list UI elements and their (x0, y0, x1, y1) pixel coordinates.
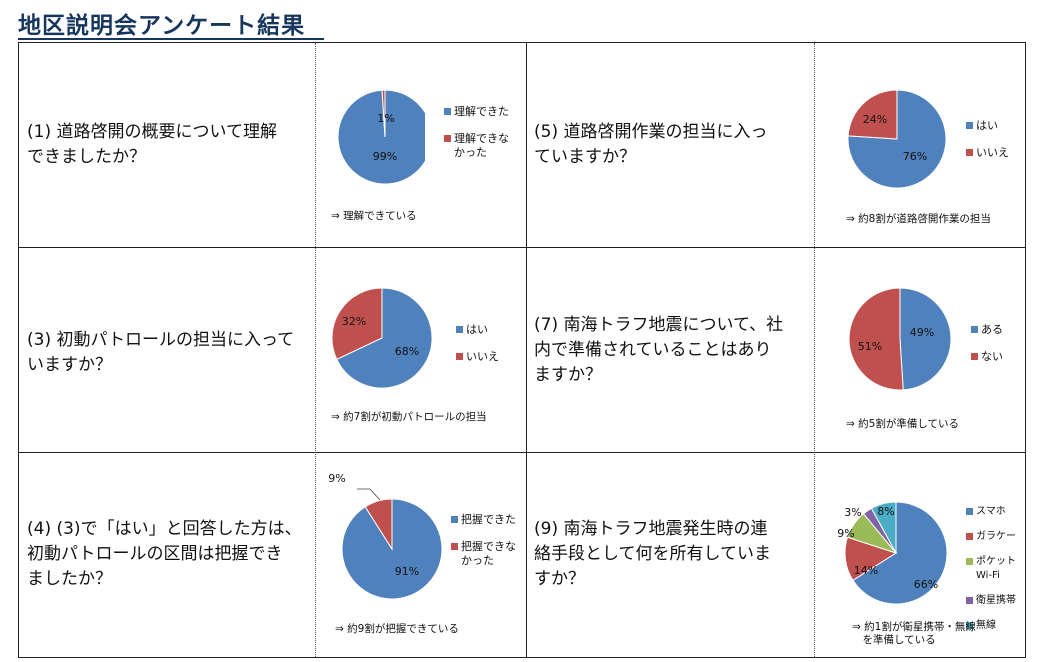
legend-5: はいいいえ (966, 119, 1009, 173)
legend-swatch (966, 122, 973, 129)
pie-chart-9: 66% 14% 9% 3% 8% (816, 483, 956, 613)
data-label: 1% (377, 112, 394, 125)
data-label: 3% (844, 506, 861, 519)
legend-swatch (971, 326, 978, 333)
legend-swatch (451, 543, 458, 550)
legend-label: 把握できな かった (461, 540, 516, 568)
conclusion-note-4: ⇒ 約9割が把握できている (335, 621, 459, 636)
legend-label: はい (466, 323, 488, 337)
data-label: 14% (854, 564, 878, 577)
legend-swatch (451, 516, 458, 523)
data-label: 68% (395, 345, 419, 358)
legend-item: ない (971, 350, 1003, 364)
legend-label: いいえ (976, 146, 1009, 160)
leader-line (357, 489, 380, 500)
question-text-3: (3) 初動パトロールの担当に入って いますか？ (27, 328, 312, 378)
legend-item: 把握できた (451, 513, 516, 527)
legend-label: 理解できな かった (454, 132, 509, 160)
legend-label: いいえ (466, 350, 499, 364)
legend-item: 衛星携帯 (966, 594, 1025, 608)
pie-chart-3: 68% 32% (325, 282, 437, 394)
legend-item: ある (971, 323, 1003, 337)
question-text-1: (1) 道路啓開の概要について理解 できましたか？ (27, 120, 312, 170)
legend-swatch (971, 353, 978, 360)
data-label: 9% (328, 472, 345, 485)
legend-item: はい (456, 323, 499, 337)
pie-chart-1: 99% 1% (335, 83, 425, 193)
data-label: 9% (837, 527, 854, 540)
legend-item: ガラケー (966, 530, 1025, 544)
conclusion-note-1: ⇒ 理解できている (331, 208, 417, 223)
legend-item: いいえ (456, 350, 499, 364)
conclusion-note-7: ⇒ 約5割が準備している (846, 416, 959, 431)
data-label: 91% (395, 565, 419, 578)
legend-label: スマホ (976, 505, 1006, 519)
pie-slice (338, 90, 425, 184)
legend-3: はいいいえ (456, 323, 499, 377)
legend-swatch (966, 597, 973, 604)
title-underline (18, 38, 324, 40)
pie-slice (849, 288, 903, 390)
legend-swatch (444, 108, 451, 115)
question-text-5: (5) 道路啓開作業の担当に入っ ていますか？ (534, 120, 819, 170)
data-label: 49% (910, 326, 934, 339)
conclusion-note-3: ⇒ 約7割が初動パトロールの担当 (331, 409, 487, 424)
legend-swatch (456, 326, 463, 333)
question-cell-9: (9) 南海トラフ地震発生時の連 絡手段として何を所有していま すか？ 66% 1… (526, 453, 1025, 657)
legend-item: ポケットWi-Fi (966, 555, 1025, 583)
legend-swatch (966, 149, 973, 156)
legend-item: はい (966, 119, 1009, 133)
pie-chart-4: 91% 9% (325, 471, 445, 603)
question-cell-5: (5) 道路啓開作業の担当に入っ ていますか？ 76% 24% はいいいえ ⇒ 約… (526, 43, 1025, 247)
data-label: 99% (373, 150, 397, 163)
legend-label: 衛星携帯 (976, 594, 1016, 608)
question-text-4: (4) (3)で「はい」と回答した方は、 初動パトロールの区間は把握でき ました… (27, 517, 312, 592)
legend-label: ある (981, 323, 1003, 337)
legend-swatch (456, 353, 463, 360)
data-label: 32% (342, 315, 366, 328)
data-label: 24% (863, 113, 887, 126)
data-label: 8% (877, 505, 894, 518)
question-cell-7: (7) 南海トラフ地震について、社 内で準備されていることはあり ますか？ 49… (526, 248, 1025, 452)
legend-label: はい (976, 119, 998, 133)
legend-item: 理解できた (444, 105, 509, 119)
conclusion-note-5: ⇒ 約8割が道路啓開作業の担当 (846, 211, 991, 226)
data-label: 51% (858, 340, 882, 353)
legend-label: 理解できた (454, 105, 509, 119)
pie-chart-5: 76% 24% (842, 83, 952, 199)
legend-item: 把握できな かった (451, 540, 516, 568)
page-title: 地区説明会アンケート結果 (18, 6, 305, 40)
legend-4: 把握できた把握できな かった (451, 513, 516, 581)
legend-label: ない (981, 350, 1003, 364)
data-label: 66% (914, 578, 938, 591)
question-cell-4: (4) (3)で「はい」と回答した方は、 初動パトロールの区間は把握でき ました… (19, 453, 526, 657)
legend-1: 理解できた理解できな かった (444, 105, 509, 173)
pie-chart-7: 49% 51% (844, 284, 956, 394)
legend-item: スマホ (966, 505, 1025, 519)
legend-item: 理解できな かった (444, 132, 509, 160)
survey-grid: (1) 道路啓開の概要について理解 できましたか？ 99%1% 理解できた理解で… (18, 42, 1026, 658)
data-label: 76% (903, 150, 927, 163)
legend-label: ガラケー (976, 530, 1016, 544)
legend-label: ポケットWi-Fi (976, 555, 1025, 583)
legend-swatch (444, 135, 451, 142)
legend-item: いいえ (966, 146, 1009, 160)
question-text-9: (9) 南海トラフ地震発生時の連 絡手段として何を所有していま すか？ (534, 517, 819, 592)
legend-7: あるない (971, 323, 1003, 377)
legend-swatch (966, 533, 973, 540)
legend-label: 無線 (976, 619, 996, 633)
legend-label: 把握できた (461, 513, 516, 527)
question-cell-3: (3) 初動パトロールの担当に入って いますか？ 68% 32% はいいいえ ⇒ … (19, 248, 526, 452)
question-text-7: (7) 南海トラフ地震について、社 内で準備されていることはあり ますか？ (534, 313, 819, 388)
conclusion-note-9: ⇒ 約1割が衛星携帯・無線 を準備している (852, 621, 976, 647)
legend-swatch (966, 558, 973, 565)
legend-swatch (966, 508, 973, 515)
question-cell-1: (1) 道路啓開の概要について理解 できましたか？ 99%1% 理解できた理解で… (19, 43, 526, 247)
